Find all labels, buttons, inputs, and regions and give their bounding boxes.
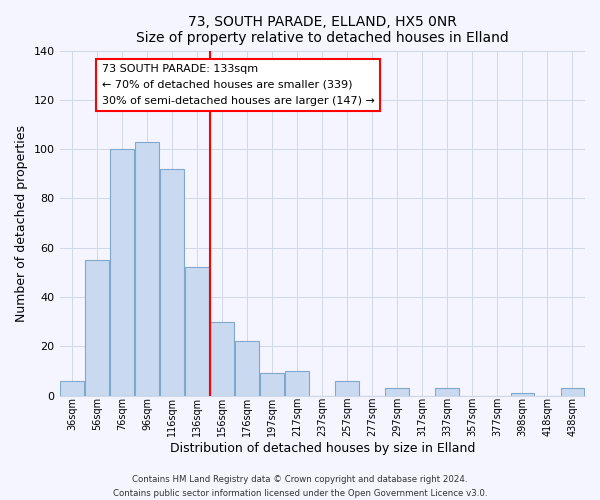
Title: 73, SOUTH PARADE, ELLAND, HX5 0NR
Size of property relative to detached houses i: 73, SOUTH PARADE, ELLAND, HX5 0NR Size o…	[136, 15, 509, 45]
Bar	[85, 260, 109, 396]
Bar	[160, 169, 184, 396]
Bar	[260, 374, 284, 396]
Bar	[235, 342, 259, 396]
X-axis label: Distribution of detached houses by size in Elland: Distribution of detached houses by size …	[170, 442, 475, 455]
Bar	[60, 381, 84, 396]
Text: 73 SOUTH PARADE: 133sqm
← 70% of detached houses are smaller (339)
30% of semi-d: 73 SOUTH PARADE: 133sqm ← 70% of detache…	[101, 64, 374, 106]
Bar	[385, 388, 409, 396]
Bar	[286, 371, 309, 396]
Bar	[511, 393, 535, 396]
Bar	[185, 268, 209, 396]
Bar	[135, 142, 159, 396]
Bar	[210, 322, 234, 396]
Y-axis label: Number of detached properties: Number of detached properties	[15, 124, 28, 322]
Bar	[110, 149, 134, 396]
Bar	[560, 388, 584, 396]
Text: Contains HM Land Registry data © Crown copyright and database right 2024.
Contai: Contains HM Land Registry data © Crown c…	[113, 476, 487, 498]
Bar	[335, 381, 359, 396]
Bar	[436, 388, 459, 396]
